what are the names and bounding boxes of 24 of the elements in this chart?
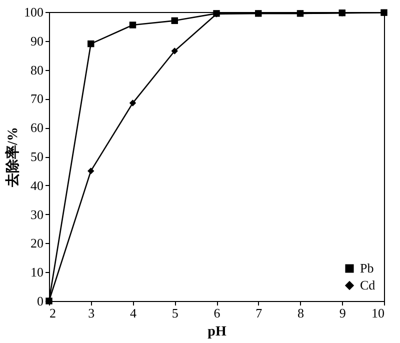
x-tick-label: 8 xyxy=(298,306,304,320)
x-tick-label: 4 xyxy=(130,306,137,320)
x-axis-title: pH xyxy=(208,324,226,340)
y-tick-label: 90 xyxy=(30,33,44,48)
x-tick-label: 2 xyxy=(50,306,56,320)
y-tick-label: 70 xyxy=(30,91,44,106)
y-tick-label: 30 xyxy=(30,206,44,222)
x-tick-label: 6 xyxy=(214,306,221,320)
y-tick-label: 50 xyxy=(30,149,44,164)
y-tick-label: 100 xyxy=(24,4,44,20)
y-tick-label: 0 xyxy=(37,294,44,308)
y-tick-label: 20 xyxy=(30,236,44,251)
y-tick-label: 10 xyxy=(30,264,44,280)
x-tick-label: 9 xyxy=(339,306,346,320)
x-tick-label: 7 xyxy=(256,306,263,320)
legend-label: Cd xyxy=(360,278,376,292)
y-tick-label: 80 xyxy=(30,62,44,78)
y-axis-title: 去除率/% xyxy=(4,127,21,188)
x-tick-label: 10 xyxy=(372,306,384,320)
y-tick-label: 60 xyxy=(30,120,44,136)
y-tick-label: 40 xyxy=(30,178,44,193)
legend-label: Pb xyxy=(360,260,374,276)
x-tick-label: 3 xyxy=(88,306,95,320)
x-tick-label: 5 xyxy=(172,306,178,320)
